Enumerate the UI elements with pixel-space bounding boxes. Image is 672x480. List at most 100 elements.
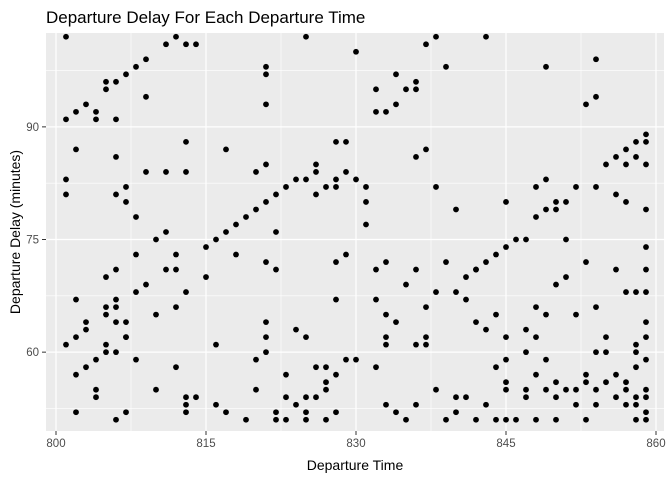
data-point [423, 146, 429, 153]
data-point [333, 176, 339, 183]
data-point [213, 236, 219, 243]
data-point [433, 386, 439, 393]
data-point [243, 214, 249, 220]
data-point [553, 199, 559, 205]
x-tick-label: 860 [646, 438, 665, 450]
data-point [593, 304, 599, 310]
data-point [253, 386, 259, 393]
data-point [113, 296, 119, 303]
data-point [493, 311, 499, 318]
data-point [113, 319, 119, 326]
data-point [63, 116, 69, 123]
data-point [333, 409, 339, 416]
data-point [593, 386, 599, 393]
data-point [203, 244, 209, 250]
data-point [493, 416, 499, 423]
data-point [543, 176, 549, 183]
data-point [93, 356, 99, 363]
data-point [113, 304, 119, 310]
data-point [413, 78, 419, 85]
data-point [163, 229, 169, 235]
data-point [163, 266, 169, 273]
data-point [133, 251, 139, 258]
data-point [173, 251, 179, 258]
data-point [343, 356, 349, 363]
data-point [373, 364, 379, 371]
data-point [563, 199, 569, 205]
data-point [193, 41, 199, 48]
data-point [113, 349, 119, 356]
data-point [503, 356, 509, 363]
data-point [423, 341, 429, 348]
data-point [63, 341, 69, 348]
data-point [613, 266, 619, 273]
data-point [443, 416, 449, 423]
data-point [643, 244, 649, 250]
data-point [603, 334, 609, 341]
data-point [123, 71, 129, 78]
data-point [223, 229, 229, 235]
x-tick-label: 845 [496, 438, 515, 450]
data-point [643, 409, 649, 416]
data-point [263, 199, 269, 205]
data-point [413, 266, 419, 273]
data-point [353, 48, 359, 55]
data-point [323, 379, 329, 386]
data-point [93, 386, 99, 393]
data-point [283, 184, 289, 190]
data-point [523, 236, 529, 243]
data-point [213, 341, 219, 348]
data-point [523, 349, 529, 356]
data-point [133, 289, 139, 295]
data-point [163, 41, 169, 48]
data-point [603, 379, 609, 386]
data-point [393, 319, 399, 326]
data-point [323, 364, 329, 371]
data-point [233, 251, 239, 258]
grid-lines [46, 33, 664, 431]
data-point [253, 169, 259, 175]
data-point [213, 401, 219, 408]
data-point [603, 349, 609, 356]
data-point [483, 259, 489, 265]
data-point [303, 33, 309, 40]
data-point [263, 259, 269, 265]
data-point [353, 356, 359, 363]
data-point [123, 334, 129, 341]
data-point [363, 184, 369, 190]
data-point [593, 401, 599, 408]
data-point [143, 281, 149, 288]
data-point [273, 229, 279, 235]
data-point [173, 364, 179, 371]
data-point [633, 154, 639, 160]
data-point [453, 289, 459, 295]
data-point [573, 386, 579, 393]
data-point [593, 56, 599, 63]
data-point [143, 93, 149, 100]
data-point [313, 191, 319, 198]
data-point [83, 364, 89, 371]
data-point [623, 386, 629, 393]
data-point [183, 401, 189, 408]
data-point [583, 416, 589, 423]
data-point [633, 349, 639, 356]
data-point [463, 274, 469, 280]
data-point [103, 78, 109, 85]
data-point [113, 266, 119, 273]
chart-title: Departure Delay For Each Departure Time [46, 8, 365, 27]
data-point [603, 161, 609, 168]
data-point [373, 108, 379, 115]
data-point [523, 386, 529, 393]
data-point [223, 146, 229, 153]
data-point [543, 386, 549, 393]
data-point [263, 161, 269, 168]
data-point [123, 184, 129, 190]
data-point [303, 334, 309, 341]
data-point [473, 416, 479, 423]
data-point [623, 161, 629, 168]
data-point [423, 334, 429, 341]
data-point [423, 304, 429, 310]
data-point [403, 86, 409, 93]
plot-panel [46, 33, 664, 431]
